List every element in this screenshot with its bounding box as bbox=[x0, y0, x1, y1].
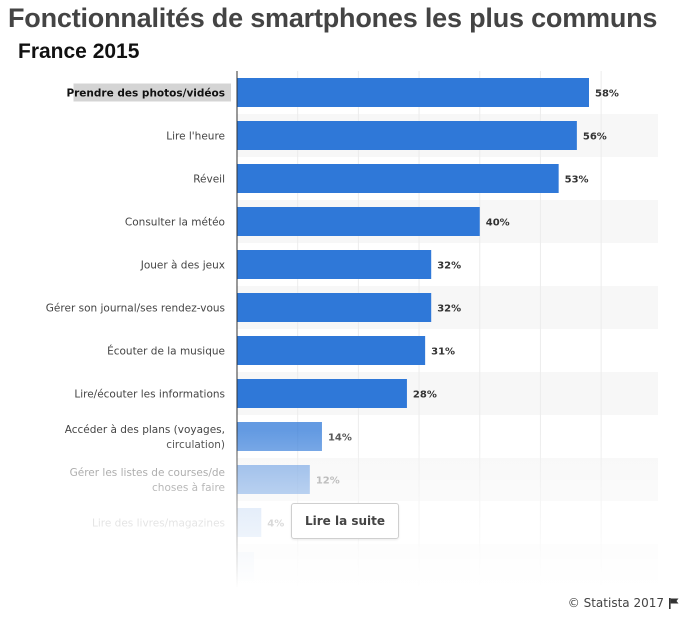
highlight-box bbox=[73, 83, 231, 102]
bar[interactable] bbox=[237, 250, 432, 279]
bar[interactable] bbox=[237, 379, 407, 408]
bar[interactable] bbox=[237, 336, 426, 365]
value-label: 56% bbox=[583, 132, 607, 143]
category-label: Prendre des photos/vidéos bbox=[66, 88, 225, 100]
value-label: 32% bbox=[437, 261, 461, 272]
chart-title: Fonctionnalités de smartphones les plus … bbox=[8, 3, 658, 33]
value-label: 28% bbox=[413, 390, 437, 401]
category-label: Écouter de la musique bbox=[107, 345, 225, 358]
category-label: Lire l'heure bbox=[166, 131, 225, 143]
footer: © Statista 2017 bbox=[568, 596, 680, 610]
chart-subtitle: France 2015 bbox=[18, 40, 140, 63]
category-label: Jouer à des jeux bbox=[140, 260, 225, 272]
bar[interactable] bbox=[237, 78, 589, 107]
read-more-button[interactable]: Lire la suite bbox=[291, 503, 399, 539]
bar[interactable] bbox=[237, 164, 559, 193]
bar[interactable] bbox=[237, 207, 480, 236]
value-label: 40% bbox=[486, 218, 510, 229]
category-label: Consulter la météo bbox=[125, 217, 225, 229]
bar[interactable] bbox=[237, 293, 432, 322]
value-label: 58% bbox=[595, 89, 619, 100]
category-label: Réveil bbox=[193, 174, 225, 186]
value-label: 32% bbox=[437, 304, 461, 315]
value-label: 53% bbox=[565, 175, 589, 186]
bar[interactable] bbox=[237, 121, 577, 150]
bars bbox=[237, 78, 589, 581]
category-label: Gérer son journal/ses rendez-vous bbox=[46, 303, 225, 315]
value-label: 31% bbox=[431, 347, 455, 358]
flag-icon[interactable] bbox=[668, 597, 680, 609]
copyright-text: © Statista 2017 bbox=[567, 596, 664, 610]
category-label: Lire/écouter les informations bbox=[74, 389, 225, 401]
